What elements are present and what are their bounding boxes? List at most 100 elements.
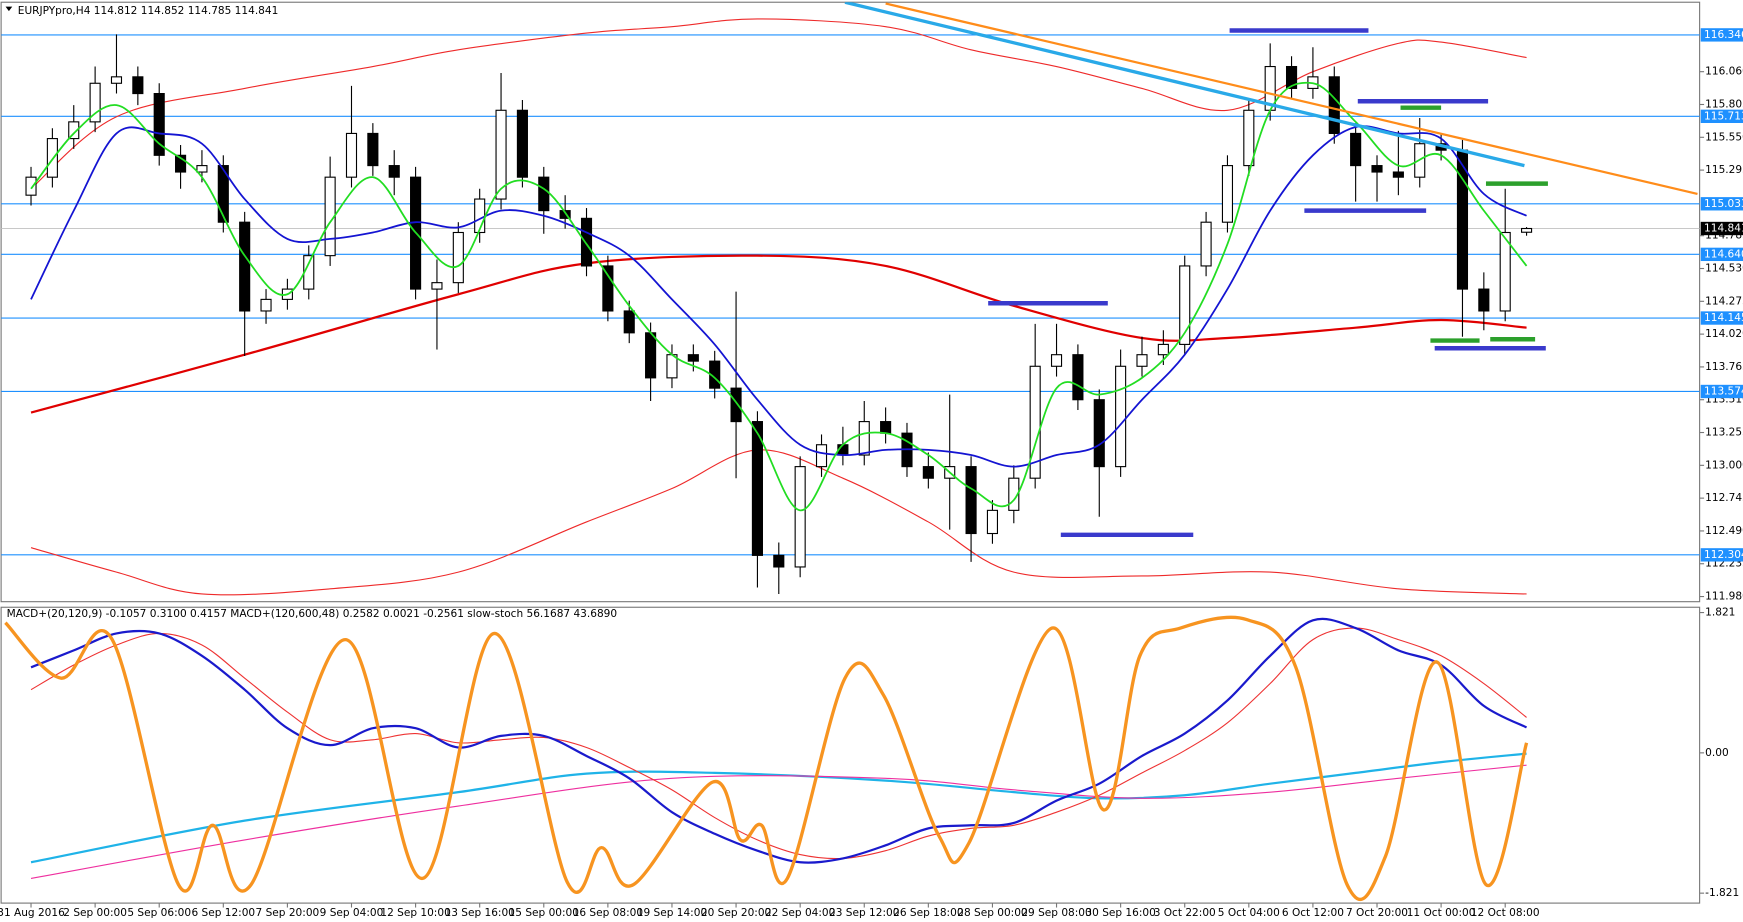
candle-body (538, 176, 550, 212)
x-tick-label: 26 Sep 18:00 (893, 907, 964, 919)
y-tick-label: 1.821 (1705, 607, 1735, 619)
x-tick-label: 16 Sep 08:00 (573, 907, 644, 919)
candle-body (794, 466, 806, 568)
level-label-box (1700, 247, 1743, 262)
level-label: 113.574 (1704, 385, 1743, 397)
x-tick-label: 2 Sep 00:00 (63, 907, 127, 919)
candle-body (1499, 231, 1511, 312)
menu-arrow[interactable] (5, 6, 13, 12)
x-tick-label: 12 Sep 10:00 (380, 907, 451, 919)
x-tick-label: 13 Sep 16:00 (444, 907, 515, 919)
level-label: 116.346 (1704, 29, 1743, 41)
x-tick-label: 31 Aug 2016 (0, 907, 65, 919)
level-label: 115.033 (1704, 198, 1743, 210)
current-price-box (1700, 221, 1743, 236)
level-label-box (1700, 197, 1743, 211)
level-label-box (1700, 311, 1743, 325)
candle-body (495, 109, 507, 200)
x-tick-label: 15 Sep 00:00 (509, 907, 580, 919)
candle-body (1200, 221, 1212, 267)
candle-body (815, 444, 828, 468)
candle-body (730, 387, 742, 423)
candle-body (1072, 354, 1084, 401)
candle-body (1179, 265, 1191, 345)
x-tick-label: 19 Sep 14:00 (637, 907, 708, 919)
trendline (885, 2, 1698, 195)
candle-body (880, 421, 892, 434)
y-tick-label: 114.785 (1705, 230, 1743, 242)
indicator-line (30, 254, 1527, 414)
y-tick-label: 111.980 (1705, 591, 1743, 603)
candle-body (623, 310, 635, 334)
candle-body (1392, 171, 1404, 178)
candle-body (516, 109, 528, 178)
trendline (844, 2, 1525, 168)
candle-body (1008, 477, 1020, 511)
indicator-line (30, 764, 1527, 879)
candle-body (260, 298, 272, 312)
y-tick-label: 112.490 (1705, 525, 1743, 537)
y-tick-label: 114.020 (1705, 328, 1743, 340)
x-tick-label: 3 Oct 22:00 (1154, 907, 1216, 919)
level-label-box (1700, 109, 1743, 124)
y-tick-label: 114.530 (1705, 263, 1743, 275)
candle-body (68, 121, 80, 140)
candle-body (1093, 399, 1105, 468)
level-label: 114.145 (1704, 312, 1743, 324)
candle-body (452, 231, 464, 284)
candle-body (1136, 354, 1148, 367)
level-label: 112.304 (1704, 549, 1743, 561)
x-tick-label: 30 Sep 16:00 (1085, 907, 1156, 919)
candle-body (602, 265, 614, 312)
y-tick-label: -1.821 (1705, 887, 1739, 899)
candle-body (431, 282, 443, 290)
x-tick-label: 6 Sep 12:00 (191, 907, 255, 919)
x-tick-label: 23 Sep 12:00 (829, 907, 900, 919)
candle-body (239, 221, 251, 312)
level-label: 115.713 (1704, 110, 1743, 122)
candle-body (1029, 365, 1041, 479)
y-tick-label: 0.00 (1705, 747, 1729, 759)
y-tick-label: 116.060 (1705, 66, 1743, 78)
y-tick-label: 115.550 (1705, 131, 1743, 143)
y-tick-label: 113.000 (1705, 459, 1743, 471)
candle-body (25, 176, 37, 196)
x-tick-label: 7 Sep 20:00 (256, 907, 320, 919)
candle-body (1050, 354, 1063, 367)
x-tick-label: 28 Sep 00:00 (957, 907, 1028, 919)
y-tick-label: 113.510 (1705, 394, 1743, 406)
candle-body (175, 154, 187, 173)
x-tick-label: 9 Sep 04:00 (320, 907, 384, 919)
candle-body (367, 132, 379, 167)
candle-body (196, 165, 208, 173)
candle-body (1115, 365, 1127, 468)
candle-body (986, 509, 999, 535)
y-tick-label: 115.295 (1705, 164, 1743, 176)
level-label-box (1700, 548, 1743, 562)
x-tick-label: 5 Oct 04:00 (1218, 907, 1280, 919)
x-tick-label: 29 Sep 08:00 (1021, 907, 1092, 919)
level-label: 114.640 (1704, 248, 1743, 260)
y-tick-label: 115.805 (1705, 98, 1743, 110)
current-price-label: 114.841 (1704, 223, 1743, 235)
candle-body (687, 354, 699, 362)
candle-body (1221, 165, 1234, 223)
axes: 116.060 115.805 115.550 115.295 114.785 114.5… (0, 28, 1743, 919)
candle-body (110, 76, 123, 84)
x-tick-label: 12 Oct 08:00 (1471, 907, 1540, 919)
candle-body (773, 554, 785, 568)
x-tick-label: 22 Sep 04:00 (765, 907, 836, 919)
y-tick-label: 113.255 (1705, 427, 1743, 439)
y-tick-label: 114.275 (1705, 295, 1743, 307)
chart-title: EURJPYpro,H4 114.812 114.852 114.785 114… (18, 5, 279, 17)
candle-body (217, 165, 229, 223)
indicator-line (30, 617, 1528, 864)
main-plot (1, 2, 1700, 596)
candle-body (1478, 288, 1490, 312)
y-tick-label: 112.745 (1705, 492, 1743, 504)
candle-body (132, 76, 144, 95)
x-tick-label: 7 Oct 20:00 (1346, 907, 1408, 919)
indicator-line (30, 752, 1527, 864)
